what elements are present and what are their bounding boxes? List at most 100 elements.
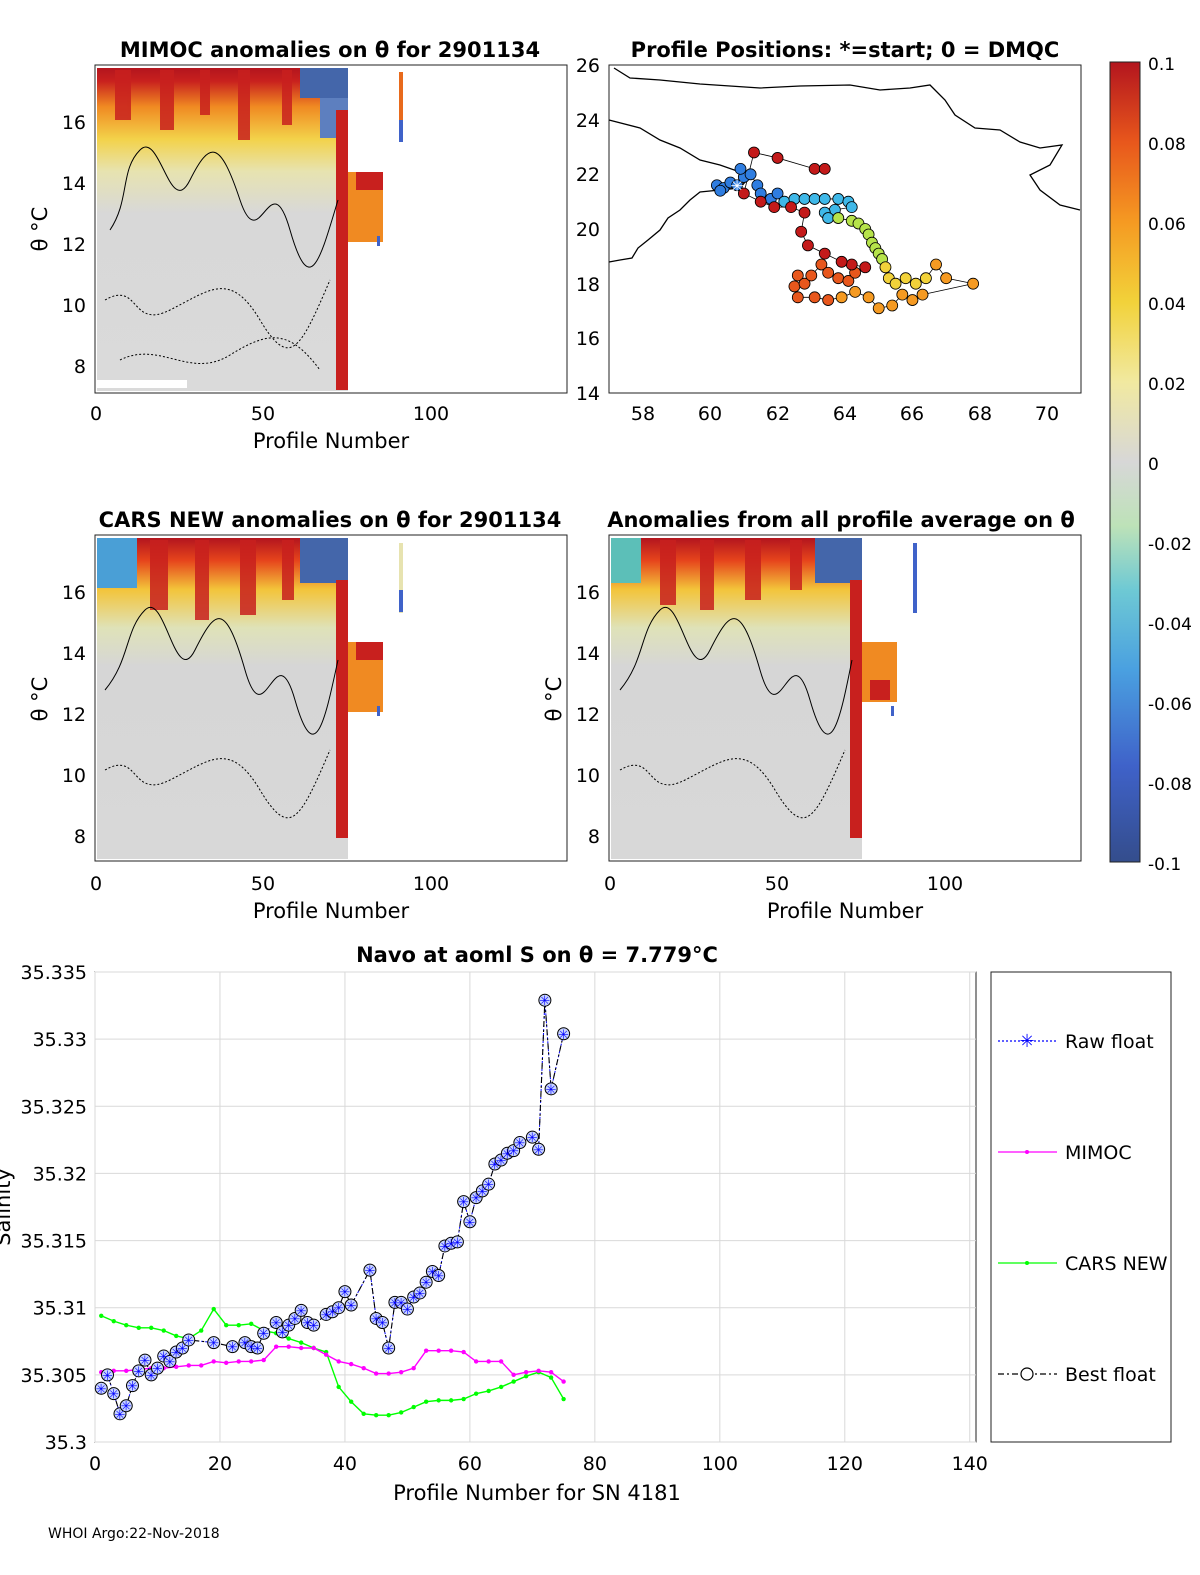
raw-float-point: ✳ — [108, 1388, 119, 1403]
raw-float-point: ✳ — [121, 1400, 132, 1415]
best-float-point — [307, 1318, 321, 1332]
mimoc-point — [386, 1371, 391, 1376]
best-float-point — [150, 1361, 164, 1375]
start-star-icon: ✳ — [730, 176, 743, 195]
raw-float-point: ✳ — [402, 1303, 413, 1318]
profile-position-point — [832, 272, 845, 285]
svg-text:50: 50 — [251, 873, 275, 895]
profile-position-point — [835, 255, 848, 268]
raw-float-point: ✳ — [433, 1269, 444, 1284]
raw-float-point: ✳ — [102, 1369, 113, 1384]
raw-float-point: ✳ — [539, 994, 550, 1009]
svg-text:0.1: 0.1 — [1148, 55, 1175, 75]
raw-float-point: ✳ — [283, 1319, 294, 1334]
y-tick-label: 35.31 — [33, 1298, 87, 1320]
raw-float-point: ✳ — [152, 1362, 163, 1377]
svg-text:16: 16 — [62, 582, 86, 604]
cars-new-point — [149, 1325, 154, 1331]
x-tick-label: 140 — [952, 1453, 988, 1475]
mimoc-point — [236, 1359, 241, 1364]
raw-float-point: ✳ — [477, 1185, 488, 1200]
svg-text:14: 14 — [576, 643, 600, 665]
mimoc-point — [211, 1359, 216, 1364]
profile-position-point — [818, 162, 831, 175]
best-float-point — [457, 1195, 471, 1209]
mimoc-point — [323, 1352, 329, 1357]
raw-float-point: ✳ — [240, 1337, 251, 1352]
avg-ylabel: θ °C — [542, 677, 566, 722]
profile-position-point — [808, 193, 821, 205]
cars-new-point — [236, 1322, 241, 1328]
svg-text:12: 12 — [576, 704, 600, 726]
cars-new-point — [386, 1412, 391, 1418]
raw-float-point: ✳ — [158, 1350, 169, 1365]
raw-float-point: ✳ — [408, 1291, 419, 1306]
profile-position-point — [815, 258, 828, 271]
best-float-point — [525, 1130, 539, 1144]
mimoc-point — [124, 1368, 129, 1374]
raw-float-point: ✳ — [258, 1327, 269, 1342]
best-float-point — [538, 993, 552, 1007]
cars-new-point — [249, 1321, 254, 1327]
mimoc-point — [199, 1363, 204, 1368]
profile-position-point — [808, 291, 821, 304]
salinity-panel: Navo at aoml S on θ = 7.779°C ✳✳✳✳✳✳✳✳✳✳… — [0, 943, 988, 1505]
svg-text:14: 14 — [62, 643, 86, 665]
legend-cars-new: CARS NEW — [998, 1253, 1168, 1275]
mimoc-point — [473, 1359, 479, 1364]
svg-text:60: 60 — [698, 403, 722, 425]
best-float-point — [100, 1368, 114, 1382]
profile-position-point — [909, 277, 922, 290]
svg-text:-0.08: -0.08 — [1148, 775, 1192, 795]
svg-text:16: 16 — [576, 582, 600, 604]
cars-y-ticks: 16 14 12 10 8 — [62, 582, 86, 848]
cars-new-point — [174, 1333, 179, 1339]
mimoc-ylabel: θ °C — [28, 207, 52, 252]
profile-position-point — [754, 195, 767, 208]
mimoc-title: MIMOC anomalies on θ for 2901134 — [120, 38, 540, 62]
cars-new-point — [561, 1396, 566, 1402]
y-tick-label: 35.335 — [21, 962, 87, 984]
profile-position-point — [808, 162, 821, 175]
avg-field — [611, 538, 917, 859]
raw-float-point: ✳ — [271, 1316, 282, 1331]
salinity-grid — [94, 971, 976, 1443]
raw-float-point: ✳ — [346, 1299, 357, 1314]
x-tick-label: 80 — [583, 1453, 607, 1475]
raw-float-point: ✳ — [165, 1355, 176, 1370]
raw-float-point: ✳ — [296, 1304, 307, 1319]
avg-x-ticks: 0 50 100 — [604, 873, 963, 895]
x-tick-label: 120 — [827, 1453, 863, 1475]
legend-best-float: Best float — [998, 1364, 1156, 1386]
best-float-point — [463, 1215, 477, 1229]
svg-text:18: 18 — [576, 274, 600, 296]
cars-new-point — [398, 1410, 404, 1415]
mimoc-point — [336, 1359, 341, 1364]
profile-position-point — [737, 187, 750, 200]
best-float-point — [338, 1285, 352, 1299]
svg-text:0: 0 — [1148, 455, 1159, 475]
raw-float-point: ✳ — [527, 1131, 538, 1146]
svg-text:20: 20 — [576, 219, 600, 241]
svg-text:0: 0 — [90, 403, 102, 425]
profile-position-point — [859, 261, 872, 274]
profile-position-point — [886, 299, 899, 312]
mimoc-point — [461, 1349, 466, 1355]
mimoc-point — [561, 1379, 566, 1384]
profile-positions-panel: Profile Positions: *=start; 0 = DMQC ✳ 2… — [576, 38, 1082, 425]
svg-text:-0.02: -0.02 — [1148, 535, 1192, 555]
best-float-point — [257, 1326, 271, 1340]
raw-float-point: ✳ — [208, 1337, 219, 1352]
profile-position-point — [872, 302, 885, 315]
profile-position-point — [845, 201, 858, 214]
svg-text:64: 64 — [833, 403, 857, 425]
best-float-point — [382, 1341, 396, 1355]
cars-new-point — [111, 1318, 116, 1324]
svg-text:0: 0 — [604, 873, 616, 895]
legend-label-cars-new: CARS NEW — [1065, 1253, 1168, 1275]
cars-new-point — [361, 1411, 366, 1417]
svg-text:-0.06: -0.06 — [1148, 695, 1192, 715]
best-float-point — [544, 1082, 558, 1096]
avg-y-ticks: 16 14 12 10 8 — [576, 582, 600, 848]
